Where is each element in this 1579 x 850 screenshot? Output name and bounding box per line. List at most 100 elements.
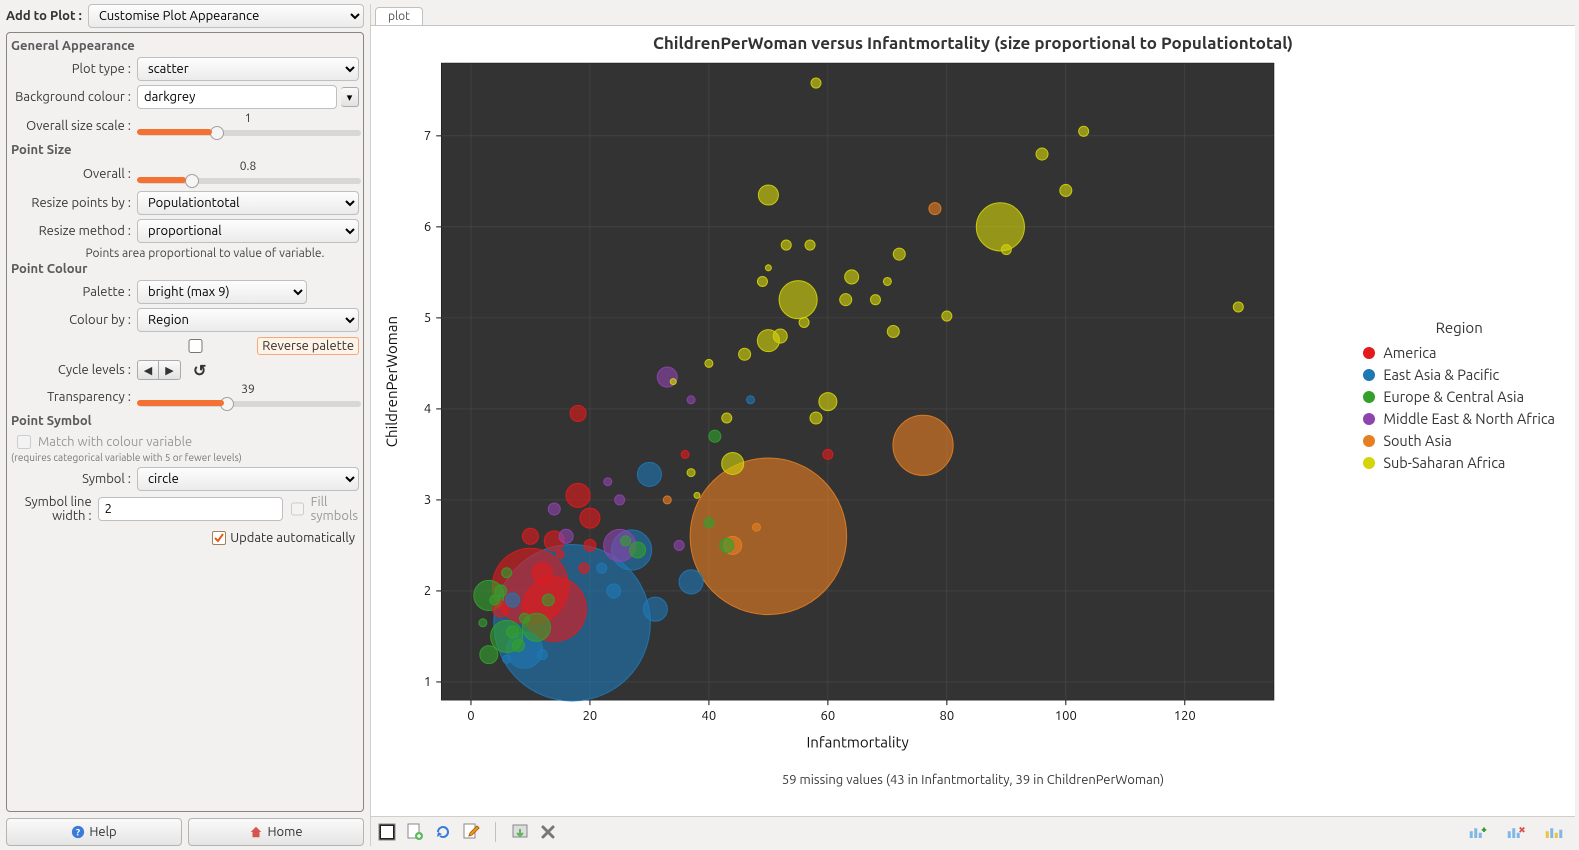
cycle-prev-button[interactable]: ◀ xyxy=(137,360,159,380)
svg-text:40: 40 xyxy=(702,709,717,723)
section-point-symbol: Point Symbol xyxy=(11,414,359,428)
transparency-value: 39 xyxy=(241,384,255,396)
toolbar-close-icon[interactable] xyxy=(538,822,558,842)
palette-select[interactable]: bright (max 9) xyxy=(137,280,307,304)
fill-symbols-checkbox xyxy=(291,502,304,516)
toolbar-chart-add-icon[interactable] xyxy=(1463,822,1493,842)
update-auto-label: Update automatically xyxy=(230,531,355,545)
legend-item: Middle East & North Africa xyxy=(1363,408,1555,430)
svg-text:80: 80 xyxy=(939,709,954,723)
legend-label: Middle East & North Africa xyxy=(1383,408,1555,430)
update-auto-checkbox[interactable] xyxy=(212,531,226,545)
bg-colour-dropdown-button[interactable]: ▾ xyxy=(341,87,359,107)
add-to-plot-label: Add to Plot : xyxy=(6,9,82,23)
match-colour-note: (requires categorical variable with 5 or… xyxy=(11,452,359,463)
bg-colour-input[interactable] xyxy=(137,85,337,109)
tab-bar: plot xyxy=(371,4,1575,26)
sidebar: Add to Plot : Customise Plot Appearance … xyxy=(0,0,370,850)
legend-label: Sub-Saharan Africa xyxy=(1383,452,1505,474)
ps-overall-value: 0.8 xyxy=(240,161,257,173)
svg-text:7: 7 xyxy=(424,129,431,143)
legend-item: South Asia xyxy=(1363,430,1555,452)
svg-text:6: 6 xyxy=(424,220,431,234)
tab-plot[interactable]: plot xyxy=(375,7,423,25)
plot-toolbar xyxy=(371,816,1575,846)
svg-text:5: 5 xyxy=(424,311,431,325)
plot-type-select[interactable]: scatter xyxy=(137,57,359,81)
svg-text:20: 20 xyxy=(583,709,598,723)
help-icon: ? xyxy=(71,825,85,839)
legend-item: Sub-Saharan Africa xyxy=(1363,452,1555,474)
legend-dot xyxy=(1363,391,1375,403)
cycle-reset-button[interactable]: ↺ xyxy=(193,361,206,380)
resize-by-label: Resize points by : xyxy=(11,196,137,210)
svg-text:2: 2 xyxy=(424,584,431,598)
svg-text:100: 100 xyxy=(1055,709,1077,723)
legend-item: East Asia & Pacific xyxy=(1363,364,1555,386)
legend-label: America xyxy=(1383,342,1436,364)
resize-method-select[interactable]: proportional xyxy=(137,219,359,243)
bg-colour-label: Background colour : xyxy=(11,90,137,104)
legend-label: East Asia & Pacific xyxy=(1383,364,1499,386)
svg-text:?: ? xyxy=(76,827,80,838)
colour-by-select[interactable]: Region xyxy=(137,308,359,332)
plot-type-label: Plot type : xyxy=(11,62,137,76)
reverse-palette-checkbox[interactable] xyxy=(141,339,250,353)
section-point-size: Point Size xyxy=(11,143,359,157)
toolbar-refresh-icon[interactable] xyxy=(433,822,453,842)
svg-text:120: 120 xyxy=(1174,709,1196,723)
palette-label: Palette : xyxy=(11,285,137,299)
legend-dot xyxy=(1363,347,1375,359)
cycle-next-button[interactable]: ▶ xyxy=(159,360,181,380)
legend-dot xyxy=(1363,413,1375,425)
line-width-input[interactable] xyxy=(98,497,283,521)
toolbar-chart-icon[interactable] xyxy=(1539,822,1569,842)
help-button[interactable]: ? Help xyxy=(6,818,182,846)
legend-label: Europe & Central Asia xyxy=(1383,386,1524,408)
plot-caption: 59 missing values (43 in Infantmortality… xyxy=(371,773,1575,787)
home-button[interactable]: Home xyxy=(188,818,364,846)
legend-title: Region xyxy=(1363,319,1555,336)
svg-text:0: 0 xyxy=(467,709,474,723)
section-point-colour: Point Colour xyxy=(11,262,359,276)
toolbar-edit-icon[interactable] xyxy=(461,822,481,842)
svg-text:60: 60 xyxy=(821,709,836,723)
svg-text:ChildrenPerWoman: ChildrenPerWoman xyxy=(383,316,400,447)
toolbar-save-icon[interactable] xyxy=(510,822,530,842)
symbol-select[interactable]: circle xyxy=(137,467,359,491)
plot-area: ChildrenPerWoman versus Infantmortality … xyxy=(371,26,1575,816)
match-colour-label: Match with colour variable xyxy=(38,435,192,449)
add-to-plot-select[interactable]: Customise Plot Appearance xyxy=(88,4,364,28)
legend-dot xyxy=(1363,457,1375,469)
ps-overall-label: Overall : xyxy=(11,167,137,181)
legend-label: South Asia xyxy=(1383,430,1452,452)
line-width-label: Symbol line width : xyxy=(11,495,98,523)
plot-title: ChildrenPerWoman versus Infantmortality … xyxy=(371,26,1575,53)
reverse-palette-label: Reverse palette xyxy=(257,337,359,355)
legend-item: America xyxy=(1363,342,1555,364)
toolbar-chart-remove-icon[interactable] xyxy=(1501,822,1531,842)
main-area: plot ChildrenPerWoman versus Infantmorta… xyxy=(370,4,1575,846)
settings-panel: General Appearance Plot type : scatter B… xyxy=(6,32,364,812)
home-icon xyxy=(249,825,263,839)
overall-size-value: 1 xyxy=(245,113,252,125)
resize-note: Points area proportional to value of var… xyxy=(11,247,359,260)
fill-symbols-label: Fill symbols xyxy=(311,495,359,523)
overall-size-label: Overall size scale : xyxy=(11,119,137,133)
legend-dot xyxy=(1363,435,1375,447)
svg-text:Infantmortality: Infantmortality xyxy=(806,733,908,750)
svg-text:4: 4 xyxy=(424,402,431,416)
section-general-appearance: General Appearance xyxy=(11,39,359,53)
symbol-label: Symbol : xyxy=(11,472,137,486)
resize-method-label: Resize method : xyxy=(11,224,137,238)
svg-text:1: 1 xyxy=(424,675,431,689)
colour-by-label: Colour by : xyxy=(11,313,137,327)
resize-by-select[interactable]: Populationtotal xyxy=(137,191,359,215)
legend-dot xyxy=(1363,369,1375,381)
toolbar-add-icon[interactable] xyxy=(405,822,425,842)
toolbar-new-icon[interactable] xyxy=(377,822,397,842)
svg-text:3: 3 xyxy=(424,493,431,507)
match-colour-checkbox xyxy=(17,435,31,449)
transparency-label: Transparency : xyxy=(11,390,137,404)
legend: Region AmericaEast Asia & PacificEurope &… xyxy=(1363,319,1555,474)
